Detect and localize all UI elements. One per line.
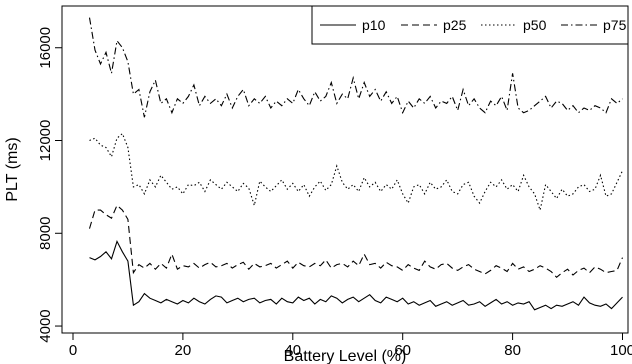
axes: [61, 5, 629, 334]
x-tick-label: 40: [284, 342, 301, 359]
series-line-p10: [89, 239, 623, 311]
x-tick-label: 0: [69, 342, 77, 359]
legend-label-p75: p75: [603, 17, 627, 33]
series-line-p25: [88, 204, 624, 279]
series-line-p50: [89, 132, 623, 213]
legend-label-p25: p25: [443, 17, 467, 33]
y-tick-label: 4000: [37, 309, 54, 342]
y-tick-label: 12000: [37, 120, 54, 162]
x-ticks: 0 20 40 60 80 100: [69, 333, 632, 359]
legend-box: [311, 5, 629, 45]
plot-frame: [61, 5, 629, 334]
legend: p10 p25 p50 p75: [311, 5, 629, 45]
legend-label-p10: p10: [362, 17, 386, 33]
y-tick-label: 16000: [37, 27, 54, 69]
x-tick-label: 80: [504, 342, 521, 359]
legend-label-p50: p50: [523, 17, 547, 33]
x-axis-title: Battery Level (%): [284, 348, 407, 364]
y-tick-label: 8000: [37, 217, 54, 250]
y-axis-title: PLT (ms): [4, 137, 21, 201]
series-line-p75: [88, 17, 623, 118]
y-ticks: 4000 8000 12000 16000: [37, 27, 62, 343]
x-tick-label: 20: [175, 342, 192, 359]
x-tick-label: 60: [394, 342, 411, 359]
series-group: [88, 17, 624, 311]
x-tick-label: 100: [610, 342, 632, 359]
